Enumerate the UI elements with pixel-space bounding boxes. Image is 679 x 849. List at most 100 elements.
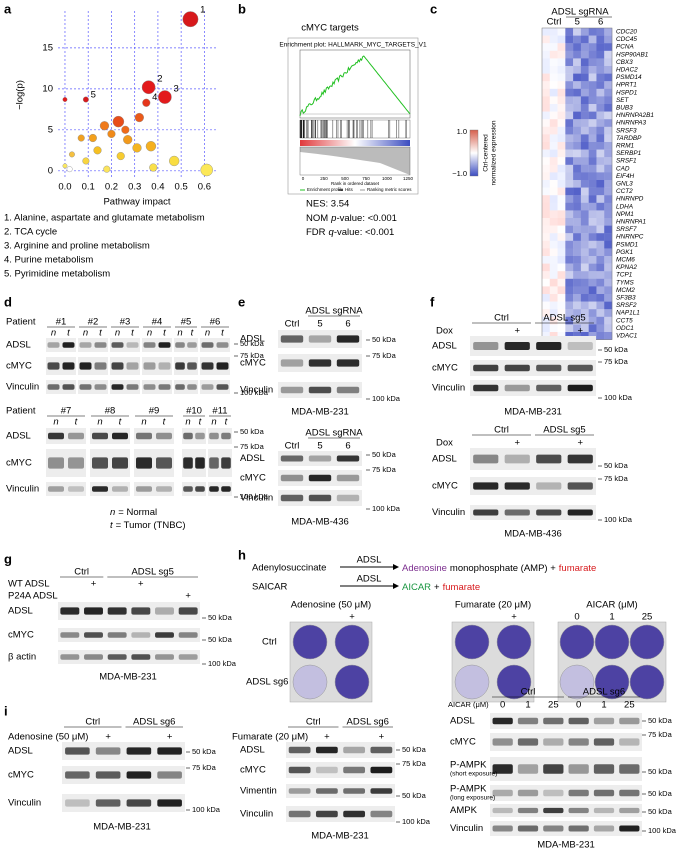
point — [142, 98, 151, 107]
group-label: ADSL sg6 — [583, 687, 625, 698]
blot-background — [78, 380, 108, 394]
legend-item: Ranking metric scores — [367, 187, 412, 192]
heatmap-cell — [549, 66, 558, 74]
blot-background — [78, 338, 108, 352]
x-tick-label: 500 — [341, 176, 349, 181]
blot-band — [619, 717, 640, 725]
lane-label: t — [225, 417, 228, 428]
rank-bar — [300, 140, 410, 146]
heatmap-cell — [573, 256, 582, 264]
point — [132, 143, 142, 153]
heatmap-cell — [542, 126, 550, 135]
blot-band — [473, 364, 499, 372]
heatmap-cell — [542, 240, 550, 249]
blot-band — [568, 764, 589, 774]
heatmap-cell — [580, 35, 589, 44]
heatmap-cell — [573, 233, 582, 241]
heatmap-cell — [573, 278, 582, 287]
blot-band — [619, 764, 640, 774]
dose-label: 1 — [609, 612, 614, 623]
heatmap-cell — [542, 119, 550, 127]
blot-band — [136, 486, 152, 492]
heatmap-cell — [542, 180, 550, 188]
size-marker: 50 kDa — [208, 635, 233, 644]
y-tick-label: 0 — [48, 165, 53, 176]
gene-label: HNRNPD — [616, 196, 644, 203]
heatmap-cell — [549, 104, 558, 112]
blot-band — [187, 384, 197, 390]
gene-label: SF3B3 — [616, 294, 636, 301]
heatmap-cell — [573, 164, 582, 173]
blot-band — [536, 482, 562, 490]
heatmap-cell — [580, 210, 589, 219]
heatmap-cell — [604, 324, 613, 333]
well — [454, 664, 490, 700]
heatmap-cell — [596, 81, 605, 89]
patient-id: #4 — [152, 317, 163, 328]
size-marker: 100 kDa — [192, 805, 221, 814]
blot-background — [470, 505, 596, 520]
heatmap-cell — [565, 149, 574, 158]
heatmap-cell — [580, 180, 589, 188]
heatmap-cell — [580, 256, 589, 264]
heatmap-cell — [573, 58, 582, 67]
size-marker: 50 kDa — [648, 807, 673, 816]
blot-band — [619, 825, 640, 832]
heatmap-cell — [542, 301, 550, 310]
blot-band — [619, 807, 640, 814]
row-label: cMYC — [240, 473, 266, 484]
heatmap-cell — [557, 66, 566, 74]
heatmap-cell — [542, 210, 550, 219]
blot-band — [473, 384, 499, 392]
blot-band — [567, 509, 593, 516]
point — [145, 141, 157, 152]
heatmap-cell — [557, 294, 566, 302]
heatmap-cell — [580, 195, 589, 203]
heatmap-cell — [549, 43, 558, 51]
blot-band — [201, 384, 214, 390]
heatmap-cell — [549, 96, 558, 105]
lane-label: t — [163, 328, 166, 339]
blot-band — [336, 335, 360, 343]
heatmap-cell — [542, 309, 550, 317]
heatmap-cell — [580, 119, 589, 127]
well — [334, 624, 370, 660]
blot-band — [370, 788, 393, 794]
key-item: t = Tumor (TNBC) — [110, 520, 186, 531]
heatmap-cell — [542, 43, 550, 51]
size-marker: 75 kDa — [604, 357, 629, 366]
heatmap-cell — [549, 202, 558, 211]
dose-label: + — [105, 732, 111, 743]
dose-label: + — [511, 612, 517, 623]
cell-line: MDA-MB-231 — [504, 407, 562, 418]
heatmap-cell — [580, 81, 589, 89]
blot-band — [156, 457, 172, 469]
blot-band — [209, 432, 219, 440]
blot-band — [593, 717, 615, 725]
heatmap-cell — [588, 149, 597, 158]
panel-label: g — [4, 551, 12, 566]
blot-band — [201, 362, 214, 370]
gene-label: CBX3 — [616, 59, 633, 66]
heatmap-cell — [573, 134, 582, 143]
gene-label: GNL3 — [616, 180, 633, 187]
row-label: β actin — [8, 652, 36, 663]
point — [149, 163, 158, 172]
group-label: Ctrl — [494, 313, 509, 324]
heatmap-cell — [604, 149, 613, 158]
well — [496, 664, 532, 700]
row-label: cMYC — [450, 737, 476, 748]
blot-band — [543, 717, 564, 725]
blot-background — [470, 380, 596, 396]
row-label: Vinculin — [432, 383, 465, 394]
blot-band — [157, 799, 182, 807]
blot-band — [336, 455, 360, 462]
heatmap-header: ADSL sgRNA — [551, 7, 609, 18]
blot-band — [155, 607, 174, 615]
product: Adenosine monophosphate (AMP) + fumarate — [402, 563, 596, 574]
patient-id: #2 — [88, 317, 99, 328]
heatmap-cell — [604, 142, 613, 150]
heatmap-cell — [549, 233, 558, 241]
blot-band — [567, 342, 593, 350]
panel-label: f — [430, 294, 435, 309]
